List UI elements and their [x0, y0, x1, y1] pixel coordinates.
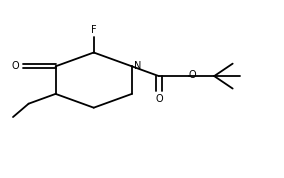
Text: N: N	[134, 61, 141, 71]
Text: O: O	[155, 94, 163, 104]
Text: O: O	[188, 70, 196, 80]
Text: O: O	[12, 61, 20, 71]
Text: F: F	[91, 25, 97, 35]
